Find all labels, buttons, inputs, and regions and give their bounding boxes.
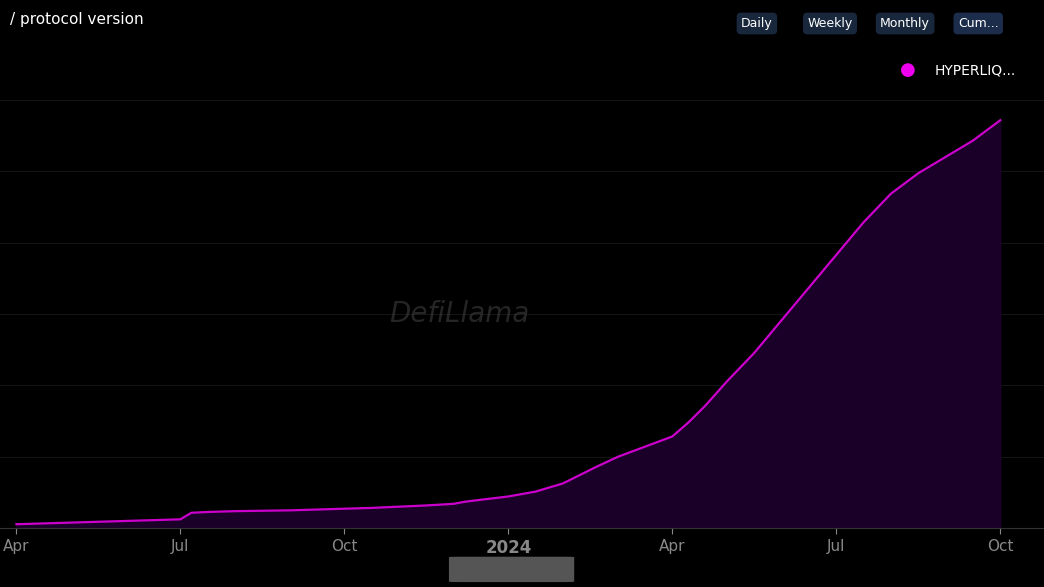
Text: ●: ● [900, 62, 917, 79]
Text: / protocol version: / protocol version [10, 12, 144, 27]
Text: HYPERLIQ...: HYPERLIQ... [934, 63, 1016, 77]
Text: Weekly: Weekly [807, 17, 853, 30]
Text: DefiLlama: DefiLlama [389, 300, 529, 328]
Text: Cum...: Cum... [957, 17, 999, 30]
Text: Monthly: Monthly [880, 17, 930, 30]
FancyBboxPatch shape [449, 556, 574, 582]
Text: Daily: Daily [741, 17, 773, 30]
